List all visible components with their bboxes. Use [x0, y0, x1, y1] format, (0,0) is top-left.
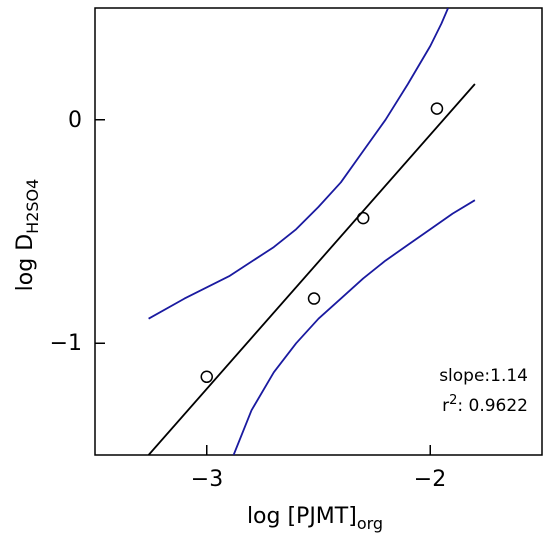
x-axis-label-sub: org	[357, 514, 383, 533]
plot-frame	[94, 7, 543, 456]
y-axis-label-main: log D	[13, 234, 38, 291]
data-point	[430, 102, 444, 115]
r2-superscript: 2	[449, 393, 457, 408]
series-group	[147, 8, 476, 455]
x-tick-label: −2	[414, 467, 446, 492]
axis-ticks	[95, 119, 431, 455]
x-tick-label: −3	[191, 467, 223, 492]
y-axis-label-sub: H2SO4	[23, 179, 42, 234]
data-point	[356, 211, 370, 225]
y-tick-label: −1	[50, 331, 82, 356]
confidence-lower-curve	[232, 199, 476, 455]
y-tick-label: 0	[68, 108, 82, 133]
slope-annotation: slope:1.14	[439, 366, 528, 386]
x-axis-label-main: log [PJMT]	[247, 504, 357, 529]
data-point	[307, 292, 321, 305]
x-axis-label: log [PJMT]org	[247, 504, 383, 533]
r2-value: : 0.9622	[457, 396, 528, 416]
confidence-upper-curve	[148, 8, 449, 320]
points-group	[200, 102, 444, 384]
y-axis-label: log DH2SO4	[13, 179, 42, 292]
r2-annotation: r2: 0.9622	[442, 393, 528, 416]
data-point	[200, 370, 213, 384]
r2-label: r	[442, 396, 449, 416]
regression-line	[147, 83, 476, 455]
